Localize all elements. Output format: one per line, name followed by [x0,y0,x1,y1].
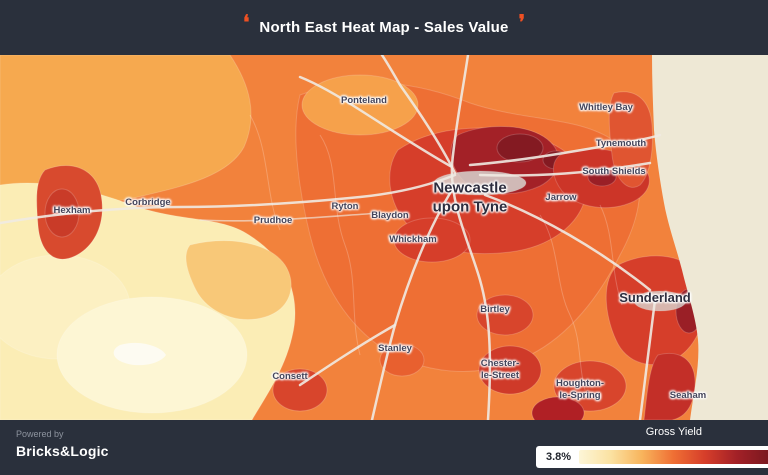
powered-by-label: Powered by [16,429,64,439]
legend-gradient-bar [579,450,768,464]
quote-left-icon: ❛ [242,11,250,34]
header: ❛ North East Heat Map - Sales Value ❜ [0,0,768,55]
footer: Powered by Bricks&Logic Gross Yield 3.8% [0,420,768,475]
legend-title: Gross Yield [645,426,702,438]
heat-map[interactable]: Ponteland Whitley Bay Tynemouth South Shiel… [0,55,768,420]
region-boundaries [249,114,623,391]
legend-min-value: 3.8% [546,451,572,463]
sea [652,55,768,420]
heatmap-svg[interactable] [0,55,768,420]
page-title: North East Heat Map - Sales Value [259,19,509,36]
legend: 3.8% [536,446,768,468]
brand-logo: Bricks&Logic [16,443,109,459]
roads [0,55,662,420]
quote-right-icon: ❜ [518,11,526,34]
